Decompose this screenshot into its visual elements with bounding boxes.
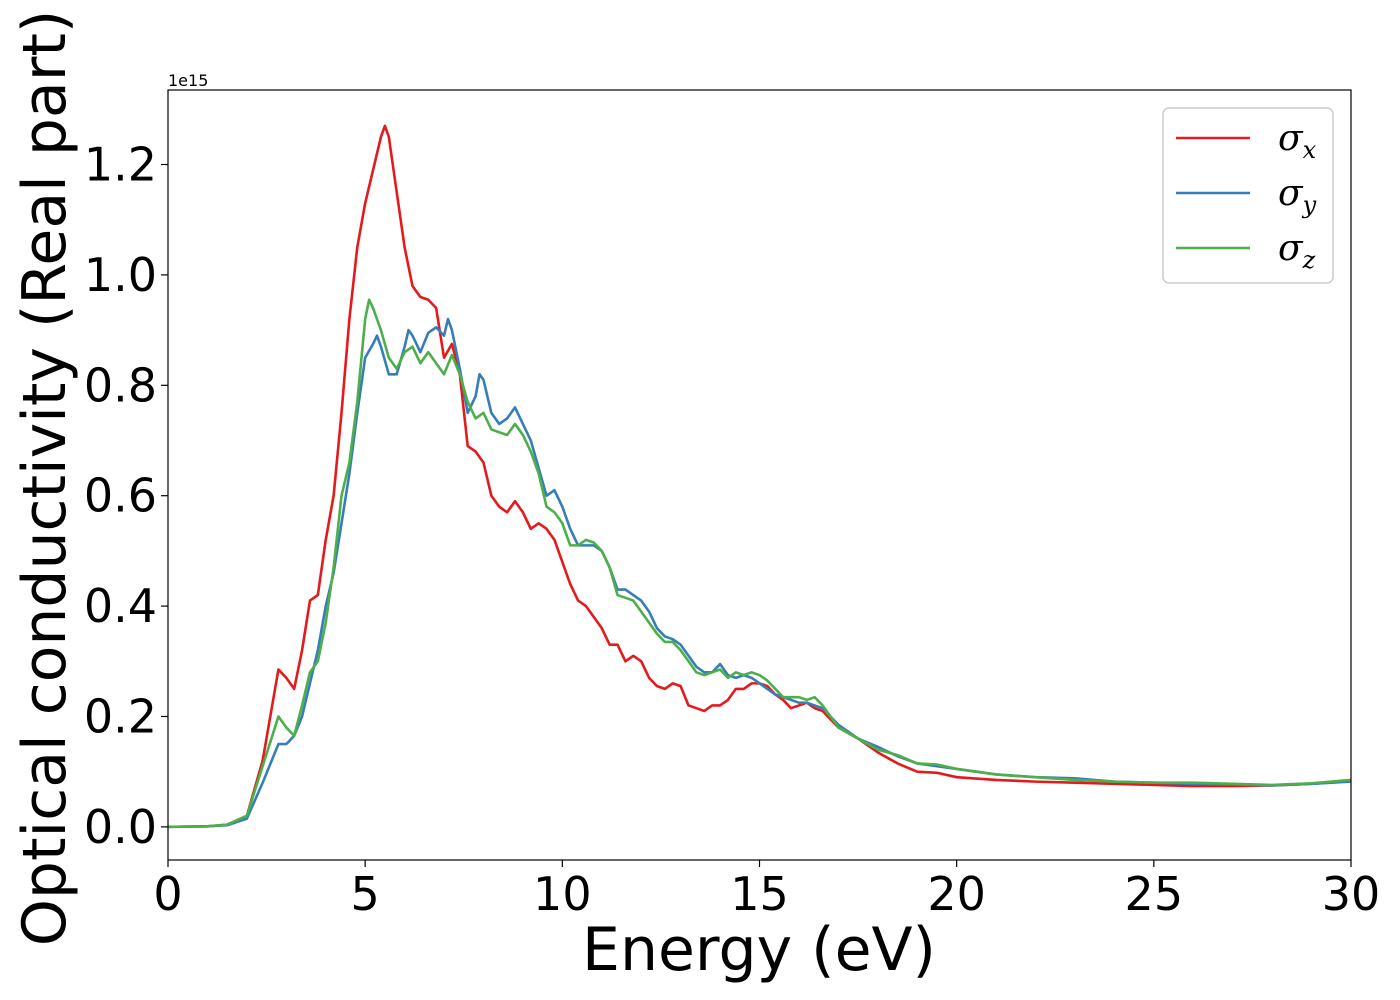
series-line-y bbox=[168, 317, 1351, 829]
axes-layer: 0 5 10 15 20 25 30 0.0 0.2 0.4 0.6 0.8 1.0 1.2 bbox=[84, 89, 1381, 921]
legend-frame bbox=[1162, 107, 1334, 284]
x-tick-label: 25 bbox=[1125, 867, 1184, 921]
y-tick-label: 0.6 bbox=[84, 469, 157, 523]
y-tick-label: 1.2 bbox=[84, 138, 157, 192]
series-line-z bbox=[168, 298, 1351, 829]
x-axis-label: Energy (eV) bbox=[582, 915, 936, 985]
x-tick-label: 0 bbox=[153, 867, 182, 921]
x-tick-label: 20 bbox=[927, 867, 986, 921]
y-offset-label: 1e15 bbox=[168, 71, 208, 90]
x-tick-label: 10 bbox=[533, 867, 592, 921]
x-tick-label: 30 bbox=[1322, 867, 1381, 921]
y-tick-label: 0.4 bbox=[84, 579, 157, 633]
y-axis-label: Optical conductivity (Real part) bbox=[10, 10, 80, 947]
y-tick-label: 0.0 bbox=[84, 800, 157, 854]
series-layer bbox=[168, 124, 1351, 829]
x-tick-label: 5 bbox=[351, 867, 380, 921]
y-tick-label: 0.8 bbox=[84, 358, 157, 412]
x-tick-label: 15 bbox=[730, 867, 789, 921]
y-tick-label: 1.0 bbox=[84, 248, 157, 302]
y-tick-label: 0.2 bbox=[84, 689, 157, 743]
